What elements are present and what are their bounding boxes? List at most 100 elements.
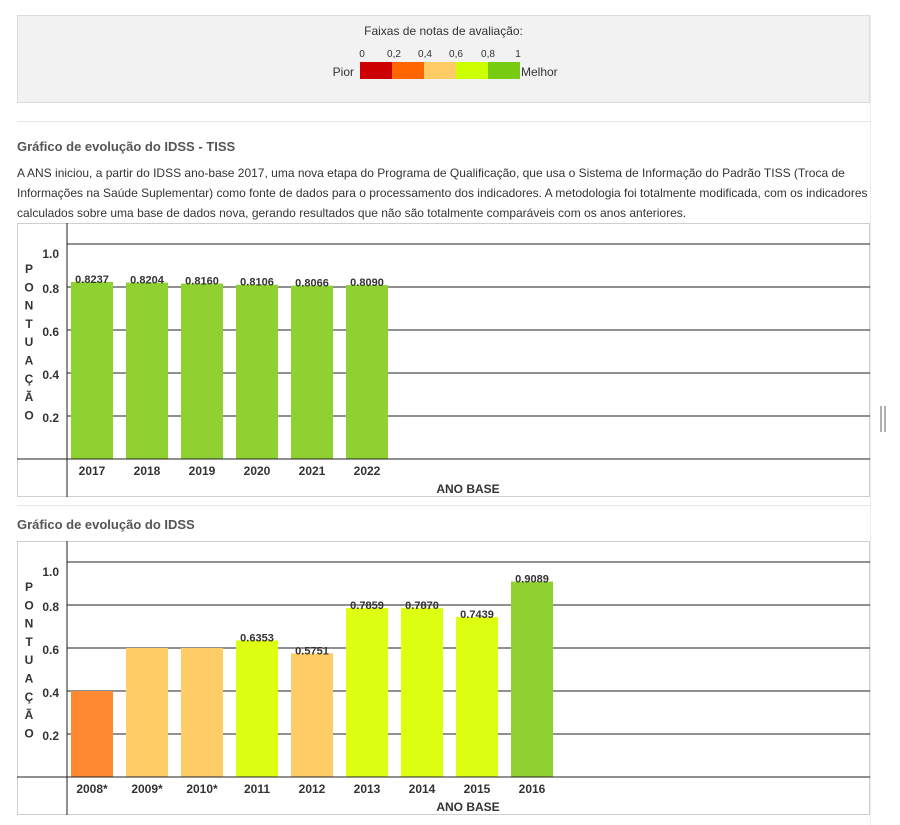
- legend-swatch: [392, 62, 424, 79]
- bar: [346, 285, 388, 459]
- y-axis-label-letter: T: [25, 635, 33, 649]
- data-label: 0.9089: [515, 574, 549, 586]
- rating-legend: Faixas de notas de avaliação: 0 0,2 0,4 …: [17, 15, 870, 103]
- data-label: 0.8204: [130, 275, 165, 287]
- y-axis-label-letter: P: [25, 580, 33, 594]
- y-tick-label: 0.4: [42, 368, 59, 382]
- bar: [181, 648, 223, 777]
- idss-bar-chart: 2008* 2009* 2010* 0.6353 2011 0.5751 2012 0.785…: [17, 541, 870, 815]
- x-tick-label: 2014: [409, 782, 436, 796]
- idss-tiss-bar-chart: 0.8237 2017 0.8204 2018 0.8160 2019 0.8106 2020…: [17, 223, 870, 497]
- y-tick-label: 0.8: [42, 282, 59, 296]
- y-axis-label-letter: O: [24, 408, 33, 422]
- x-tick-label: 2016: [519, 782, 546, 796]
- y-tick-label: 0.8: [42, 600, 59, 614]
- x-tick-label: 2009*: [131, 782, 163, 796]
- x-tick-label: 2013: [354, 782, 381, 796]
- x-tick-label: 2018: [134, 464, 161, 478]
- y-axis-label-letter: N: [25, 299, 34, 313]
- x-tick-label: 2011: [244, 782, 270, 796]
- x-tick-label: 2019: [189, 464, 216, 478]
- y-axis-label-letter: A: [25, 354, 34, 368]
- legend-swatch: [456, 62, 488, 79]
- x-tick-label: 2015: [464, 782, 491, 796]
- legend-tick: 0: [359, 49, 365, 60]
- x-tick-label: 2008*: [76, 782, 108, 796]
- chart-svg: 0.8237 2017 0.8204 2018 0.8160 2019 0.8106 2020…: [17, 223, 870, 497]
- legend-swatch: [360, 62, 392, 79]
- y-tick-label: 0.6: [42, 325, 59, 339]
- y-axis-label-letter: T: [25, 317, 33, 331]
- tiss-chart-heading: Gráfico de evolução do IDSS - TISS: [17, 139, 236, 154]
- data-label: 0.8237: [75, 274, 109, 286]
- data-label: 0.8090: [350, 277, 384, 289]
- legend-tick: 1: [515, 49, 521, 60]
- y-tick-label: 0.2: [42, 411, 59, 425]
- x-tick-label: 2021: [299, 464, 326, 478]
- legend-tick: 0,8: [481, 49, 495, 60]
- legend-best-label: Melhor: [521, 65, 558, 79]
- bar: [456, 617, 498, 777]
- y-tick-label: 1.0: [42, 247, 59, 261]
- data-label: 0.5751: [295, 645, 329, 657]
- legend-title: Faixas de notas de avaliação:: [364, 24, 523, 38]
- y-tick-label: 0.2: [42, 729, 59, 743]
- y-tick-label: 0.4: [42, 686, 59, 700]
- y-axis-label-letter: O: [24, 280, 33, 294]
- legend-swatch: [424, 62, 456, 79]
- y-tick-label: 1.0: [42, 565, 59, 579]
- legend-worst-label: Pior: [332, 65, 354, 79]
- bar: [401, 607, 443, 777]
- x-tick-label: 2012: [299, 782, 326, 796]
- resize-grip[interactable]: [880, 406, 886, 432]
- y-axis-label-letter: N: [25, 617, 34, 631]
- page-right-border: [870, 15, 871, 825]
- legend-swatch: [488, 62, 520, 79]
- bar: [126, 282, 168, 459]
- y-axis-label-letter: U: [25, 335, 34, 349]
- y-tick-label: 0.6: [42, 643, 59, 657]
- chart-svg: 2008* 2009* 2010* 0.6353 2011 0.5751 2012 0.785…: [17, 541, 870, 815]
- y-axis-label-letter: P: [25, 262, 33, 276]
- bar: [181, 283, 223, 459]
- bar: [511, 581, 553, 777]
- chart-frame: [17, 223, 870, 497]
- y-axis-label-letter: Ç: [25, 372, 34, 386]
- bar: [71, 691, 113, 777]
- y-axis-label-letter: A: [25, 672, 34, 686]
- bar: [236, 284, 278, 459]
- x-tick-label: 2022: [354, 464, 381, 478]
- y-axis-label-letter: Ã: [25, 707, 34, 722]
- bar: [126, 648, 168, 777]
- y-axis-label-letter: Ã: [25, 389, 34, 404]
- divider: [17, 121, 870, 122]
- y-axis-label-letter: Ç: [25, 690, 34, 704]
- x-tick-label: 2010*: [186, 782, 218, 796]
- bar: [236, 640, 278, 777]
- legend-tick: 0,2: [387, 49, 401, 60]
- bar: [346, 608, 388, 777]
- divider: [17, 505, 870, 506]
- bar: [291, 653, 333, 777]
- x-axis-label: ANO BASE: [436, 482, 499, 496]
- data-label: 0.7439: [460, 609, 494, 621]
- chart-frame: [17, 541, 870, 815]
- tiss-description: A ANS iniciou, a partir do IDSS ano-base…: [17, 166, 868, 220]
- x-tick-label: 2020: [244, 464, 271, 478]
- y-axis-label-letter: O: [24, 598, 33, 612]
- x-axis-label: ANO BASE: [436, 800, 499, 814]
- data-label: 0.8106: [240, 277, 274, 289]
- legend-tick: 0,4: [418, 49, 432, 60]
- data-label: 0.8160: [185, 276, 219, 288]
- x-tick-label: 2017: [79, 464, 106, 478]
- bar: [291, 285, 333, 459]
- data-label: 0.7870: [405, 600, 439, 612]
- data-label: 0.7859: [350, 600, 384, 612]
- y-axis-label-letter: O: [24, 726, 33, 740]
- legend-color-scale: [360, 62, 520, 79]
- y-axis-label-letter: U: [25, 653, 34, 667]
- legend-tick: 0,6: [449, 49, 463, 60]
- data-label: 0.8066: [295, 278, 329, 290]
- data-label: 0.6353: [240, 632, 274, 644]
- bar: [71, 281, 113, 459]
